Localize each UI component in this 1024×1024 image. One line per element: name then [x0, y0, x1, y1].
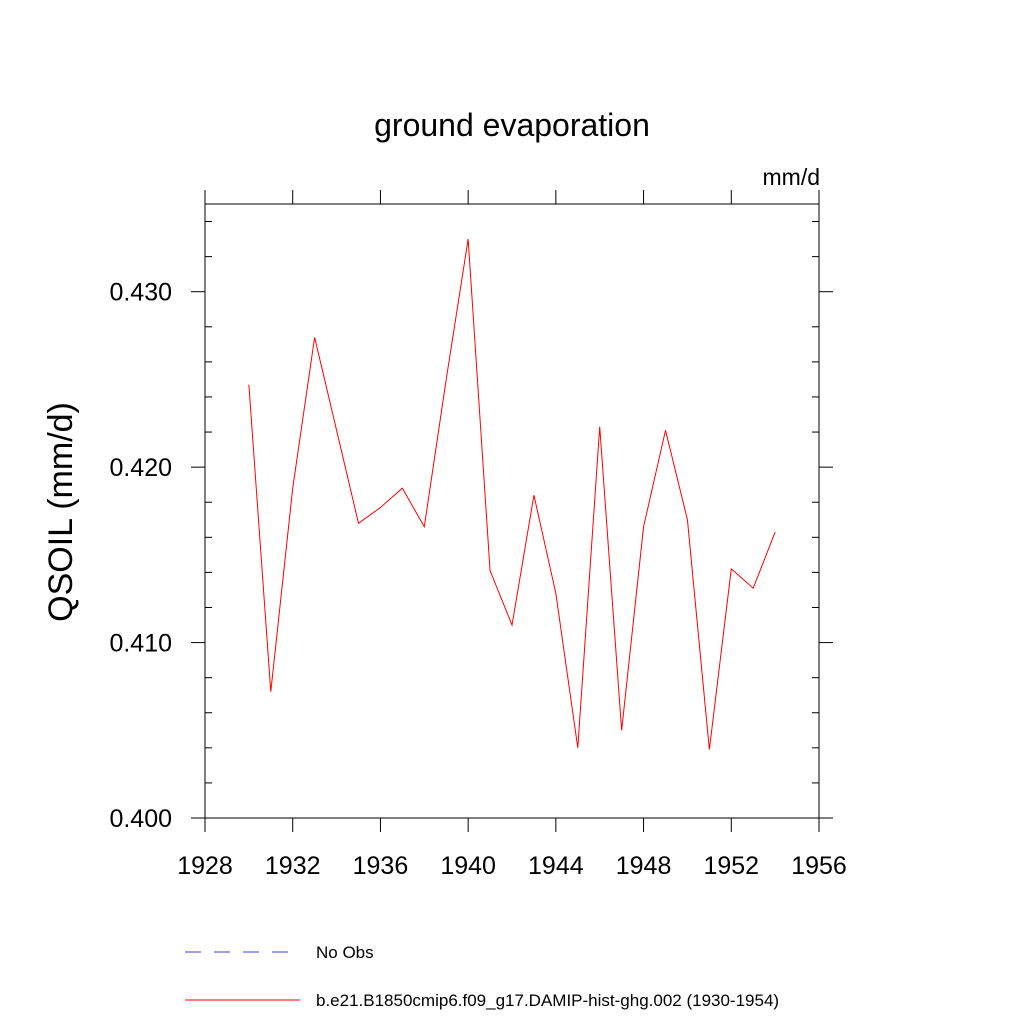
- y-tick-label: 0.430: [109, 279, 172, 307]
- x-tick-label: 1932: [265, 852, 321, 880]
- axis-tick-labels: 1928 1932 1936 1940 1944 1948 1952 1956 0.400 0.4…: [109, 279, 846, 880]
- plot-frame: [204, 203, 820, 819]
- chart-title: ground evaporation: [374, 107, 650, 143]
- x-tick-label: 1928: [177, 852, 233, 880]
- y-tick-label: 0.400: [109, 805, 172, 833]
- plot-axes: [204, 203, 820, 819]
- series-line: [248, 239, 776, 750]
- units-label: mm/d: [763, 164, 821, 190]
- x-tick-label: 1952: [703, 852, 759, 880]
- x-tick-label: 1948: [616, 852, 672, 880]
- y-tick-label: 0.420: [109, 454, 172, 482]
- x-tick-label: 1940: [440, 852, 496, 880]
- y-tick-label: 0.410: [109, 630, 172, 658]
- legend-label: b.e21.B1850cmip6.f09_g17.DAMIP-hist-ghg.…: [316, 991, 779, 1010]
- series-lines: [248, 239, 776, 750]
- legend-label: No Obs: [316, 943, 374, 962]
- legend: No Obs b.e21.B1850cmip6.f09_g17.DAMIP-his…: [185, 943, 779, 1010]
- x-tick-label: 1944: [528, 852, 584, 880]
- x-tick-label: 1956: [791, 852, 847, 880]
- axis-ticks: [191, 190, 833, 832]
- x-tick-label: 1936: [353, 852, 409, 880]
- y-axis-label: QSOIL (mm/d): [42, 402, 80, 622]
